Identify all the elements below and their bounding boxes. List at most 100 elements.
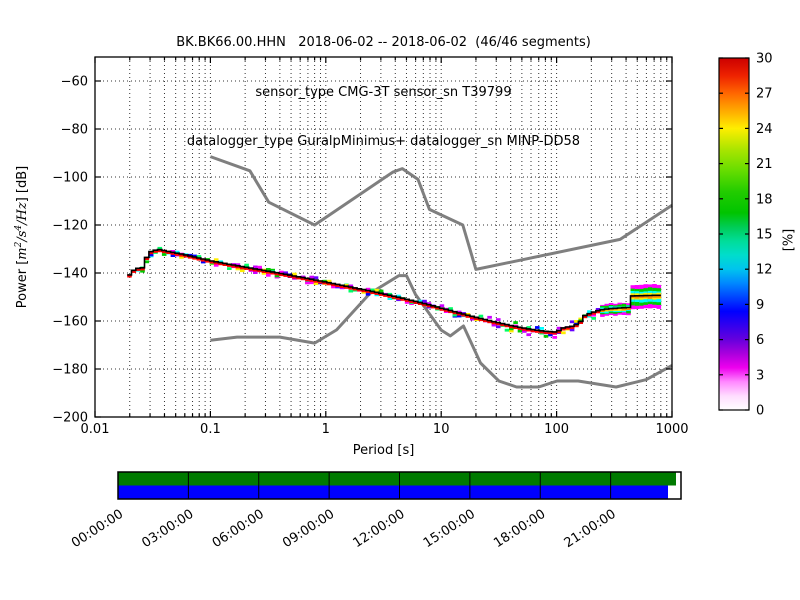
psd-bin xyxy=(348,284,354,288)
plot-border xyxy=(94,56,673,418)
psd-bin xyxy=(417,299,423,303)
timeline-row-times-processed xyxy=(118,472,676,486)
psd-bin-core xyxy=(227,263,232,267)
psd-bin-core xyxy=(309,278,314,282)
psd-bin-core xyxy=(235,265,241,269)
y-tick-label: −60 xyxy=(61,75,88,90)
psd-bin-core xyxy=(187,255,193,259)
psd-bin-core xyxy=(443,308,449,312)
psd-bin-band xyxy=(621,308,627,311)
psd-bin-core xyxy=(517,326,523,330)
psd-bin xyxy=(496,318,501,321)
colorbar-label: [%] xyxy=(781,228,797,252)
psd-bin-core xyxy=(569,325,575,329)
psd-bin-band xyxy=(626,306,631,310)
psd-bin xyxy=(535,326,540,329)
x-tick-label: 0.1 xyxy=(200,422,221,437)
psd-bin-core xyxy=(500,323,505,327)
psd-bin-core xyxy=(287,274,293,278)
plot-title: BK.BK66.00.HHN 2018-06-02 -- 2018-06-02 … xyxy=(95,2,672,184)
psd-bin-band xyxy=(617,307,623,311)
psd-bin-core xyxy=(157,249,163,253)
psd-bin xyxy=(140,269,145,273)
psd-bin-core xyxy=(461,313,466,317)
psd-bin-core xyxy=(470,315,475,319)
psd-bin xyxy=(487,315,492,319)
psd-bin-core xyxy=(387,294,393,298)
psd-bin-core xyxy=(218,262,223,266)
psd-bin-core xyxy=(361,289,367,293)
psd-bin-core xyxy=(335,283,340,287)
colorbar-tick-label: 6 xyxy=(756,333,764,348)
psd-bin-core xyxy=(127,274,132,278)
timeline-bar: 00:00:00 03:00:00 06:00:00 09:00:00 12:00:00… xyxy=(69,471,682,551)
psd-bin-core xyxy=(200,258,206,262)
psd-bin xyxy=(387,292,393,296)
psd-bin xyxy=(253,271,258,274)
psd-bin-core xyxy=(240,266,245,270)
psd-bin-band xyxy=(600,310,605,312)
psd-bin-core xyxy=(591,311,596,315)
psd-bin xyxy=(591,313,596,317)
psd-bin-core xyxy=(318,280,323,284)
psd-bin-core xyxy=(548,331,553,335)
psd-bin xyxy=(292,272,297,276)
psd-bin xyxy=(144,260,150,264)
psd-bin xyxy=(591,317,596,320)
timeline-tick-label: 06:00:00 xyxy=(210,507,267,551)
psd-bin xyxy=(227,267,232,270)
psd-bin xyxy=(478,314,484,318)
psd-bin-core xyxy=(348,286,354,290)
colorbar: 0 3 6 9 12 15 18 21 24 27 30 xyxy=(718,52,773,419)
psd-bin xyxy=(170,254,176,257)
psd-bin-core xyxy=(300,277,306,281)
psd-bin xyxy=(309,281,314,285)
psd-bin xyxy=(552,336,557,339)
psd-bin xyxy=(161,253,167,256)
psd-bin xyxy=(561,331,566,335)
psd-bin-core xyxy=(248,267,254,271)
psd-bin xyxy=(240,269,245,273)
psd-bin xyxy=(504,328,510,332)
psd-bin-core xyxy=(313,279,319,283)
grid xyxy=(94,57,673,417)
timeline-tick-label: 21:00:00 xyxy=(562,507,619,551)
psd-bin-core xyxy=(370,290,375,294)
x-axis-label: Period [s] xyxy=(352,443,415,458)
psd-bin xyxy=(513,321,518,324)
psd-bin-core xyxy=(274,272,280,276)
plot-title-line2: sensor_type CMG-3T sensor_sn T39799 xyxy=(255,84,512,100)
psd-bin xyxy=(365,287,371,291)
psd-bin xyxy=(422,301,427,304)
psd-bin xyxy=(452,313,458,317)
psd-bin xyxy=(283,271,288,275)
psd-bin-core xyxy=(222,262,228,266)
psd-bin xyxy=(578,317,583,321)
psd-bin-core xyxy=(339,284,345,288)
psd-bin-core xyxy=(322,281,327,285)
psd-bin xyxy=(326,279,332,283)
psd-bin-band xyxy=(652,294,657,298)
colorbar-gradient xyxy=(719,58,749,410)
psd-bin xyxy=(496,325,501,329)
timeline-border xyxy=(117,471,682,500)
psd-bin-core xyxy=(279,272,284,277)
psd-bin xyxy=(378,289,384,293)
psd-bin-core xyxy=(326,282,332,286)
psd-bin xyxy=(331,285,336,289)
psd-bin xyxy=(448,307,453,310)
timeline-tick-label: 09:00:00 xyxy=(280,507,337,551)
psd-bin xyxy=(313,282,319,285)
x-tick-label: 1000 xyxy=(655,422,688,437)
psd-bin xyxy=(305,281,310,285)
psd-bin xyxy=(387,297,393,300)
psd-bin-band xyxy=(613,308,618,311)
psd-bin xyxy=(148,253,154,257)
x-tick-label: 10 xyxy=(433,422,450,437)
plot-title-line1: BK.BK66.00.HHN 2018-06-02 -- 2018-06-02 … xyxy=(176,35,591,50)
psd-bin-core xyxy=(539,330,544,334)
psd-bin xyxy=(266,273,271,277)
psd-bin-core xyxy=(439,307,445,311)
psd-bin-core xyxy=(565,326,570,330)
